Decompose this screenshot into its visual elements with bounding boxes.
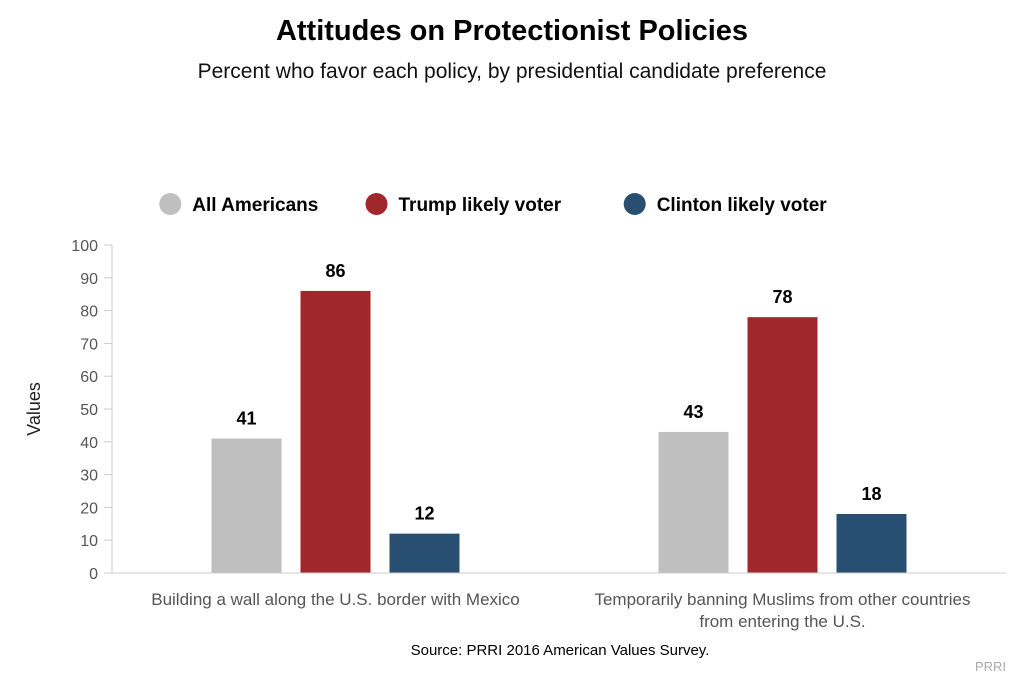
y-tick-label: 60 xyxy=(80,369,98,386)
legend-label: Trump likely voter xyxy=(399,195,562,216)
bar-value-label: 18 xyxy=(861,484,881,504)
legend-label: All Americans xyxy=(192,195,318,216)
source-note: Source: PRRI 2016 American Values Survey… xyxy=(411,642,710,659)
bar-value-label: 78 xyxy=(772,287,792,307)
bar xyxy=(389,533,460,573)
y-tick-label: 50 xyxy=(80,402,98,419)
chart-subtitle: Percent who favor each policy, by presid… xyxy=(198,60,827,83)
bar-value-label: 41 xyxy=(236,409,256,429)
bar xyxy=(836,513,907,573)
bar xyxy=(747,317,818,573)
value-labels: 41 86 12 43 78 18 xyxy=(236,261,881,524)
y-tick-label: 10 xyxy=(80,533,98,550)
bar-value-label: 43 xyxy=(683,402,703,422)
y-tick-label: 30 xyxy=(80,468,98,485)
y-tick-label: 80 xyxy=(80,304,98,321)
y-tick-label: 40 xyxy=(80,435,98,452)
legend: All Americans Trump likely voter Clinton l… xyxy=(159,193,827,216)
y-tick-label: 0 xyxy=(89,566,98,583)
bars xyxy=(211,290,907,573)
legend-label: Clinton likely voter xyxy=(657,195,828,216)
x-tick-label: from entering the U.S. xyxy=(699,612,865,631)
y-tick-label: 100 xyxy=(71,238,98,255)
x-axis: Building a wall along the U.S. border wi… xyxy=(112,572,1006,631)
legend-swatch xyxy=(159,193,182,215)
bar-value-label: 12 xyxy=(414,504,434,524)
x-tick-label: Temporarily banning Muslims from other c… xyxy=(594,590,970,609)
bar xyxy=(658,431,729,573)
bar xyxy=(300,290,371,573)
y-tick-label: 20 xyxy=(80,500,98,517)
legend-swatch xyxy=(623,193,646,215)
legend-swatch xyxy=(365,193,388,215)
y-tick-label: 90 xyxy=(80,271,98,288)
bar xyxy=(211,438,282,573)
credit-label: PRRI xyxy=(975,659,1006,674)
y-axis-label: Values xyxy=(24,382,44,436)
bar-value-label: 86 xyxy=(325,261,345,281)
chart-title: Attitudes on Protectionist Policies xyxy=(276,15,748,47)
y-axis: 0 10 20 30 40 50 60 70 80 90 100 xyxy=(71,238,113,583)
y-tick-label: 70 xyxy=(80,336,98,353)
x-tick-label: Building a wall along the U.S. border wi… xyxy=(151,590,520,609)
